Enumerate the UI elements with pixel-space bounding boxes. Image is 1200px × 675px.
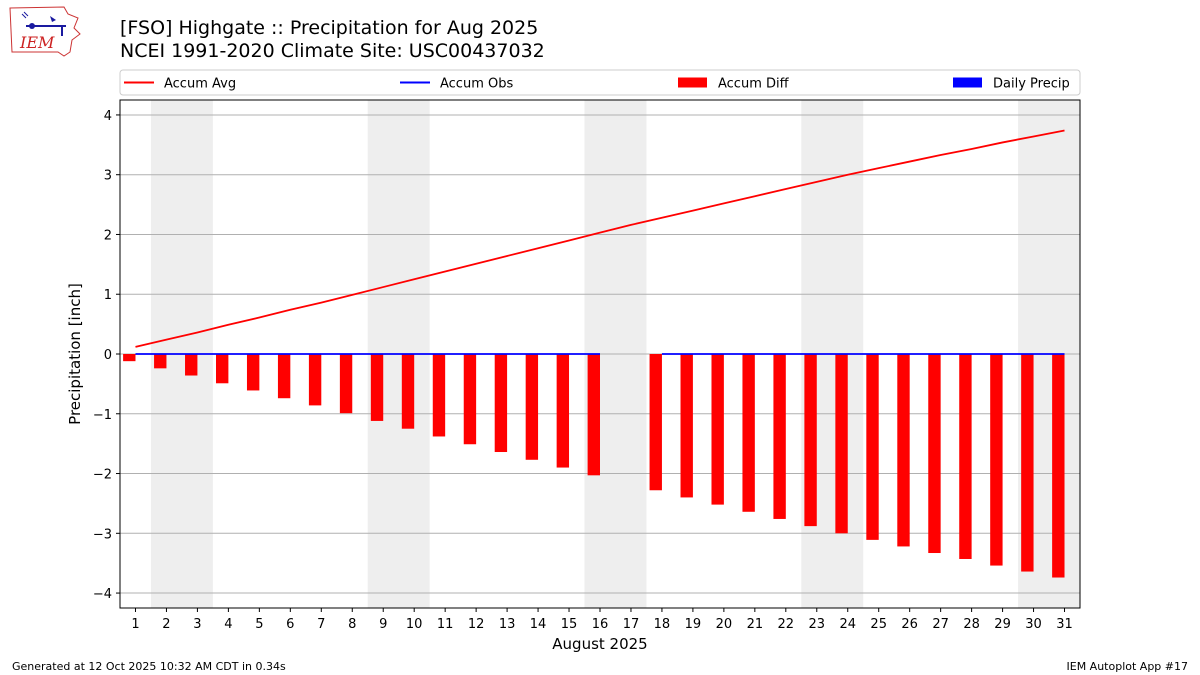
accum-diff-bar-30 <box>1021 354 1034 572</box>
x-tick-label-23: 23 <box>809 617 826 632</box>
legend-swatch-3 <box>953 77 982 88</box>
x-tick-label-10: 10 <box>406 617 423 632</box>
accum-diff-bar-20 <box>711 354 724 505</box>
y-tick-label-4: 4 <box>104 109 112 124</box>
x-tick-label-7: 7 <box>317 617 325 632</box>
y-tick-label--2: −2 <box>93 468 112 483</box>
x-tick-label-5: 5 <box>255 617 263 632</box>
legend-box <box>119 69 1081 96</box>
x-tick-label-9: 9 <box>379 617 387 632</box>
accum-diff-bar-16 <box>587 354 600 476</box>
x-tick-label-28: 28 <box>963 617 980 632</box>
footer-app: IEM Autoplot App #17 <box>1066 660 1189 673</box>
legend-label-0: Accum Avg <box>164 77 236 92</box>
accum-diff-bar-26 <box>897 354 910 547</box>
accum-diff-bar-31 <box>1052 354 1065 578</box>
x-tick-label-15: 15 <box>561 617 578 632</box>
x-tick-label-29: 29 <box>994 617 1011 632</box>
accum-diff-bar-2 <box>154 354 167 369</box>
accum-diff-bar-14 <box>525 354 539 460</box>
logo-text: IEM <box>19 33 55 52</box>
series-lines <box>135 129 1065 355</box>
x-tick-label-27: 27 <box>932 617 949 632</box>
accum-diff-bar-21 <box>742 354 755 512</box>
accum-diff-bar-5 <box>246 354 260 391</box>
iem-logo: IEM <box>6 4 82 64</box>
legend-label-1: Accum Obs <box>440 77 513 92</box>
x-tick-label-11: 11 <box>437 617 454 632</box>
accum-diff-bar-28 <box>959 354 972 559</box>
accum-diff-bar-1 <box>123 354 136 362</box>
legend-label-3: Daily Precip <box>993 77 1070 92</box>
accum-diff-bar-6 <box>277 354 291 399</box>
x-tick-label-3: 3 <box>193 617 201 632</box>
x-tick-label-19: 19 <box>685 617 702 632</box>
x-tick-label-2: 2 <box>162 617 170 632</box>
x-tick-label-14: 14 <box>530 617 547 632</box>
x-tick-label-21: 21 <box>747 617 764 632</box>
footer-generated: Generated at 12 Oct 2025 10:32 AM CDT in… <box>12 660 286 673</box>
accum-diff-bar-10 <box>401 354 415 429</box>
x-tick-label-18: 18 <box>654 617 671 632</box>
y-tick-label-0: 0 <box>104 348 112 363</box>
y-tick-label--1: −1 <box>93 408 112 423</box>
x-tick-label-22: 22 <box>778 617 795 632</box>
accum-diff-bar-9 <box>370 354 384 421</box>
accum-diff-bar-25 <box>866 354 879 540</box>
x-tick-label-6: 6 <box>286 617 294 632</box>
x-tick-label-31: 31 <box>1056 617 1073 632</box>
accum-diff-bar-13 <box>494 354 508 453</box>
x-tick-label-30: 30 <box>1025 617 1042 632</box>
x-tick-label-16: 16 <box>592 617 609 632</box>
x-tick-label-1: 1 <box>131 617 139 632</box>
accum-diff-bar-15 <box>556 354 570 468</box>
x-tick-label-24: 24 <box>839 617 856 632</box>
y-axis-label: Precipitation [inch] <box>66 283 84 425</box>
x-tick-label-8: 8 <box>348 617 356 632</box>
legend-label-2: Accum Diff <box>718 77 790 92</box>
y-tick-label-2: 2 <box>104 228 112 243</box>
legend-swatch-2 <box>678 77 707 88</box>
accum-diff-bar-23 <box>804 354 817 527</box>
accum-diff-bar-22 <box>773 354 786 519</box>
x-tick-label-13: 13 <box>499 617 516 632</box>
y-tick-label-1: 1 <box>104 288 112 303</box>
chart-title: [FSO] Highgate :: Precipitation for Aug … <box>120 17 539 39</box>
accum-diff-bar-24 <box>835 354 848 534</box>
accum-diff-bar-18 <box>649 354 662 491</box>
accum-diff-bars <box>123 354 1065 578</box>
x-tick-label-25: 25 <box>870 617 887 632</box>
x-tick-label-4: 4 <box>224 617 232 632</box>
legend: Accum Avg Accum Obs Accum Diff Daily Precip <box>119 69 1081 96</box>
x-tick-label-17: 17 <box>623 617 640 632</box>
x-tick-label-20: 20 <box>716 617 733 632</box>
chart-subtitle: NCEI 1991-2020 Climate Site: USC00437032 <box>120 40 545 62</box>
accum-diff-bar-12 <box>463 354 477 445</box>
accum-diff-bar-29 <box>990 354 1003 566</box>
accum-diff-bar-19 <box>680 354 693 498</box>
accum-diff-bar-4 <box>216 354 229 384</box>
iowa-outline-icon <box>9 6 81 57</box>
x-tick-label-26: 26 <box>901 617 918 632</box>
accum-diff-bar-27 <box>928 354 941 554</box>
accum-diff-bar-3 <box>185 354 198 376</box>
x-tick-label-12: 12 <box>468 617 485 632</box>
y-tick-label--4: −4 <box>93 587 112 602</box>
accum-diff-bar-11 <box>432 354 446 437</box>
accum-avg-line <box>135 129 1065 348</box>
accum-diff-bar-7 <box>308 354 322 406</box>
y-tick-label--3: −3 <box>93 527 112 542</box>
x-axis-label: August 2025 <box>552 635 647 653</box>
axis-ticks: 1 2 3 4 5 6 7 8 9 10 11 12 13 14 15 16 17 18 19 20 21 22 23 24 2… <box>93 109 1073 632</box>
y-tick-label-3: 3 <box>104 169 112 184</box>
accum-diff-bar-8 <box>339 354 353 414</box>
